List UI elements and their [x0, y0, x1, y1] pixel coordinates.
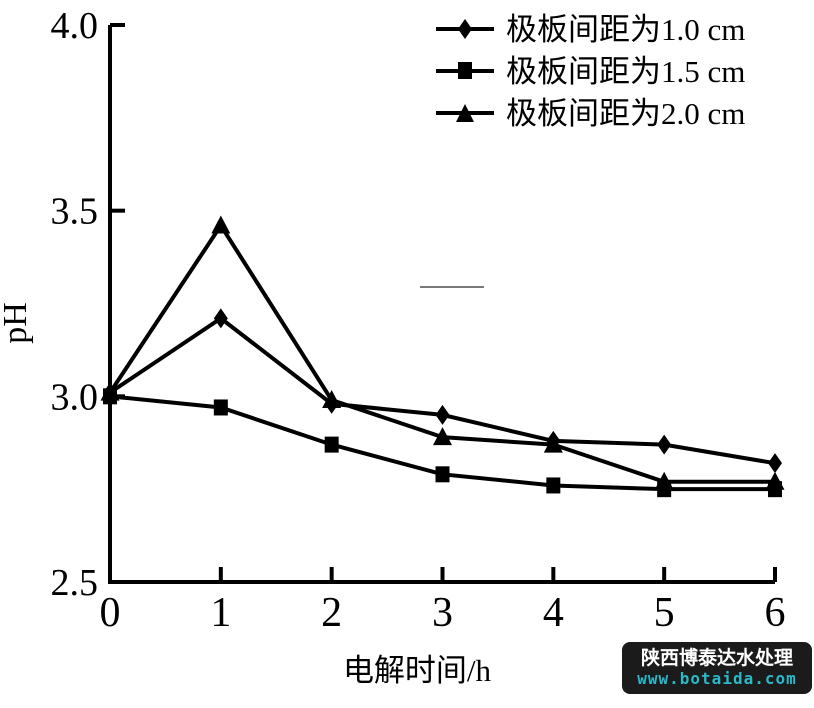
diamond-marker: [657, 434, 672, 455]
y-tick-label: 3.5: [51, 191, 99, 233]
triangle-marker: [433, 427, 452, 446]
legend-item-2.0cm: 极板间距为2.0 cm: [436, 92, 745, 134]
y-tick-label: 4.0: [51, 5, 99, 47]
diamond-marker-icon: [436, 19, 494, 39]
square-marker: [435, 466, 450, 483]
triangle-marker: [654, 471, 674, 490]
x-tick-label: 2: [321, 590, 342, 636]
square-marker: [546, 477, 561, 494]
legend-label: 极板间距为1.0 cm: [506, 11, 746, 47]
y-tick-label: 3.0: [51, 376, 99, 418]
triangle-marker: [322, 390, 342, 409]
square-marker: [213, 399, 228, 416]
x-tick-label: 4: [543, 590, 564, 636]
legend-item-1.0cm: 极板间距为1.0 cm: [436, 8, 745, 50]
x-tick-label: 1: [210, 590, 231, 636]
legend-item-1.5cm: 极板间距为1.5 cm: [436, 50, 745, 92]
x-tick-label: 0: [100, 590, 121, 636]
triangle-marker-icon: [436, 104, 494, 122]
diamond-marker: [768, 453, 782, 474]
x-axis-title: 电解时间/h: [342, 653, 492, 688]
triangle-marker: [543, 434, 563, 453]
y-axis-title: pH: [0, 285, 38, 361]
watermark-company-name: 陕西博泰达水处理: [640, 647, 793, 669]
square-marker: [324, 436, 339, 453]
legend-label: 极板间距为2.0 cm: [506, 95, 746, 131]
triangle-marker: [765, 471, 785, 490]
y-tick-label: 2.5: [51, 562, 99, 604]
scan-artifact-line: [420, 286, 484, 288]
chart-legend: 极板间距为1.0 cm 极板间距为1.5 cm 极板间距为2.0 cm: [436, 8, 745, 134]
triangle-marker: [100, 382, 120, 401]
watermark-url: www.botaida.com: [637, 668, 797, 688]
x-tick-label: 6: [765, 590, 786, 636]
watermark-badge: 陕西博泰达水处理 www.botaida.com: [622, 642, 812, 694]
x-tick-label: 5: [654, 590, 675, 636]
legend-label: 极板间距为1.5 cm: [506, 53, 746, 89]
y-axis-title-text: pH: [0, 302, 34, 344]
diamond-marker: [435, 404, 450, 425]
square-marker-icon: [436, 62, 494, 79]
x-tick-label: 3: [432, 590, 453, 636]
triangle-marker: [211, 215, 231, 234]
diamond-marker: [213, 308, 228, 329]
